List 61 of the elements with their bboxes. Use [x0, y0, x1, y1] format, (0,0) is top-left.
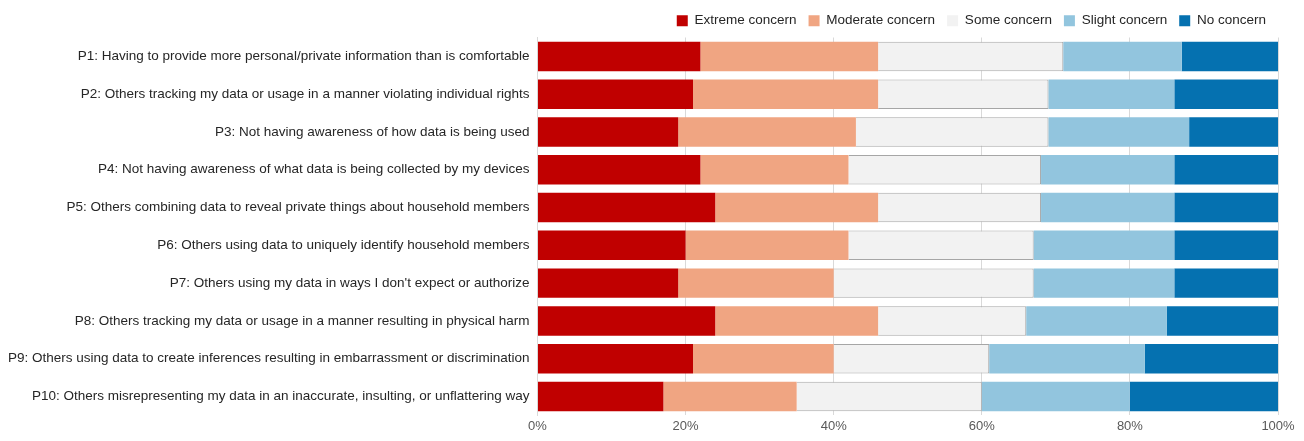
bar [1048, 117, 1190, 147]
bar [538, 268, 679, 298]
legend-label: Slight concern [1081, 12, 1168, 28]
bar [1048, 79, 1175, 109]
bar [693, 343, 834, 374]
bar [700, 155, 849, 185]
y-tick-label: P2: Others tracking my data or usage in a manner violating individual rights [80, 85, 530, 101]
y-tick-label: P9: Others using data to create inferences resulting in embarrassment or discrimination [8, 350, 530, 366]
bar [1174, 268, 1278, 298]
x-tick-label: 80% [1116, 417, 1144, 433]
bar [538, 192, 716, 223]
bar [1129, 381, 1278, 412]
bar [678, 117, 856, 147]
y-tick-label: P7: Others using my data in ways I don't expect or authorize [169, 274, 530, 290]
bar [1041, 155, 1175, 185]
bar [538, 381, 664, 412]
bar [1063, 41, 1182, 72]
y-tick-label: P10: Others misrepresenting my data in an inaccurate, insulting, or unflattering way [31, 388, 530, 404]
bar [715, 192, 879, 223]
bar [538, 41, 701, 72]
bar [1033, 230, 1175, 261]
bar [981, 381, 1130, 412]
x-tick-label: 0% [528, 417, 548, 433]
bar [678, 268, 834, 298]
legend-label: Extreme concern [694, 12, 797, 28]
bar [538, 343, 693, 374]
bar [685, 230, 849, 261]
bar [663, 381, 797, 412]
bar [1189, 117, 1278, 147]
x-tick-label: 20% [672, 417, 700, 433]
bar [700, 41, 879, 72]
bar [538, 117, 679, 147]
bar [538, 79, 693, 109]
bar [538, 155, 701, 185]
bar [1181, 41, 1278, 72]
y-tick-label: P3: Not having awareness of how data is being used [215, 123, 530, 139]
y-tick-label: P6: Others using data to uniquely identify household members [157, 237, 530, 253]
bar [538, 306, 716, 336]
bar [1026, 306, 1167, 336]
bar [1174, 155, 1278, 185]
bar [1174, 230, 1278, 261]
x-tick-label: 40% [820, 417, 848, 433]
legend-label: Some concern [964, 12, 1052, 28]
legend-label: No concern [1196, 12, 1267, 28]
bar [1174, 79, 1278, 109]
y-tick-label: P5: Others combining data to reveal private things about household members [66, 199, 530, 215]
bar [989, 343, 1145, 374]
bar [1166, 306, 1278, 336]
bar [538, 230, 686, 261]
bar [1174, 192, 1278, 223]
y-tick-label: P8: Others tracking my data or usage in a manner resulting in physical harm [74, 312, 530, 328]
bar [1144, 343, 1278, 374]
x-tick-label: 60% [968, 417, 996, 433]
x-tick-label: 100% [1261, 417, 1296, 433]
bar [1033, 268, 1175, 298]
legend-label: Moderate concern [826, 12, 936, 28]
bar [693, 79, 879, 109]
y-tick-label: P4: Not having awareness of what data is being collected by my devices [98, 161, 530, 177]
bar [1041, 192, 1175, 223]
bar [715, 306, 879, 336]
y-tick-label: P1: Having to provide more personal/private information than is comfortable [77, 48, 530, 64]
